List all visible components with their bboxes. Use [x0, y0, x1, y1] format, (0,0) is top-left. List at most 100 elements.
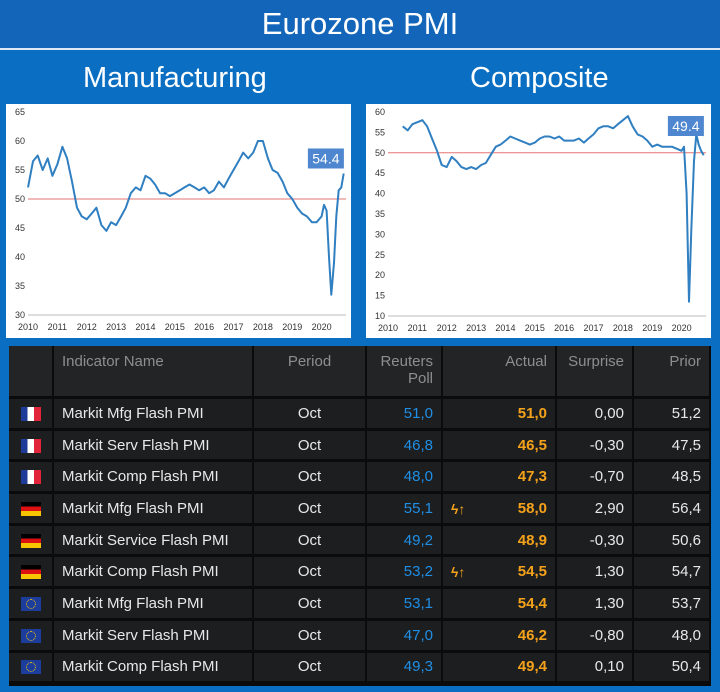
- x-tick-label: 2020: [672, 323, 692, 333]
- eu-flag-icon: [20, 660, 41, 675]
- reuters-poll: 46,8: [367, 430, 443, 463]
- france-flag-icon: [20, 470, 41, 485]
- actual: 54,5: [517, 563, 547, 581]
- period: Oct: [254, 589, 367, 621]
- manufacturing-chart-svg: 30 35 40 45 50 55 60 65 2010 2011 2012 2013 2014 2015…: [15, 107, 346, 332]
- table-row[interactable]: Markit Mfg Flash PMI Oct 51,0 51,0 0,00 …: [9, 399, 711, 431]
- table-row[interactable]: Markit Mfg Flash PMI Oct 55,1 ϟ↑ 58,0 2,9…: [9, 494, 711, 526]
- y-tick-label: 60: [375, 107, 385, 117]
- header-prior[interactable]: Prior: [634, 346, 711, 399]
- prior: 50,6: [634, 525, 711, 558]
- x-tick-label: 2018: [613, 323, 633, 333]
- period: Oct: [254, 430, 367, 463]
- actual: 49,4: [443, 652, 557, 685]
- indicator-name: Markit Service Flash PMI: [54, 525, 254, 558]
- prior: 56,4: [634, 494, 711, 526]
- manufacturing-title: Manufacturing: [83, 62, 267, 94]
- germany-flag-icon: [20, 565, 41, 580]
- header-indicator-name[interactable]: Indicator Name: [54, 346, 254, 399]
- indicator-name: Markit Mfg Flash PMI: [54, 399, 254, 431]
- x-tick-label: 2018: [253, 322, 273, 332]
- manufacturing-chart: 30 35 40 45 50 55 60 65 2010 2011 2012 2013 2014 2015…: [6, 104, 351, 338]
- table-row[interactable]: Markit Comp Flash PMI Oct 48,0 47,3 -0,7…: [9, 462, 711, 495]
- header-poll-line2: Poll: [407, 370, 433, 387]
- surprise: -0,30: [557, 430, 634, 463]
- actual: 48,9: [443, 525, 557, 558]
- table-row[interactable]: Markit Serv Flash PMI Oct 47,0 46,2 -0,8…: [9, 620, 711, 653]
- actual: 46,2: [443, 620, 557, 653]
- y-tick-label: 55: [15, 165, 25, 175]
- page-title: Eurozone PMI: [261, 6, 459, 41]
- table-row[interactable]: Markit Comp Flash PMI Oct 49,3 49,4 0,10…: [9, 652, 711, 685]
- prior: 51,2: [634, 399, 711, 431]
- period: Oct: [254, 462, 367, 495]
- y-tick-label: 65: [15, 107, 25, 117]
- period: Oct: [254, 494, 367, 526]
- x-tick-label: 2013: [466, 323, 486, 333]
- series-line: [402, 115, 705, 303]
- table-row[interactable]: Markit Service Flash PMI Oct 49,2 48,9 -…: [9, 525, 711, 558]
- y-tick-label: 10: [375, 311, 385, 321]
- header-period[interactable]: Period: [254, 346, 367, 399]
- surprise: 0,10: [557, 652, 634, 685]
- x-tick-label: 2013: [106, 322, 126, 332]
- chart-subtitles: Manufacturing Composite: [0, 52, 720, 104]
- y-tick-label: 35: [15, 281, 25, 291]
- reuters-poll: 53,2: [367, 557, 443, 590]
- reuters-poll: 53,1: [367, 589, 443, 621]
- annotation-box: [307, 148, 344, 169]
- prior: 48,0: [634, 620, 711, 653]
- annotation-label: 49.4: [672, 118, 699, 134]
- x-tick-label: 2017: [584, 323, 604, 333]
- prior: 50,4: [634, 652, 711, 685]
- surprise: 1,30: [557, 589, 634, 621]
- y-tick-label: 40: [375, 189, 385, 199]
- x-tick-label: 2019: [642, 323, 662, 333]
- header-actual[interactable]: Actual: [443, 346, 557, 399]
- x-tick-label: 2019: [282, 322, 302, 332]
- period: Oct: [254, 399, 367, 431]
- indicator-name: Markit Serv Flash PMI: [54, 430, 254, 463]
- indicator-name: Markit Comp Flash PMI: [54, 557, 254, 590]
- x-tick-label: 2016: [554, 323, 574, 333]
- eu-flag-icon: [20, 628, 41, 643]
- composite-chart: 10 15 20 25 30 35 40 45 50 55 60 2010 2011 2012 2013 20…: [366, 104, 711, 338]
- table-row[interactable]: Markit Serv Flash PMI Oct 46,8 46,5 -0,3…: [9, 430, 711, 463]
- y-tick-label: 20: [375, 270, 385, 280]
- prior: 54,7: [634, 557, 711, 590]
- france-flag-icon: [20, 406, 41, 421]
- x-tick-label: 2016: [194, 322, 214, 332]
- y-tick-label: 30: [375, 229, 385, 239]
- prior: 47,5: [634, 430, 711, 463]
- y-tick-label: 50: [15, 194, 25, 204]
- actual: 46,5: [443, 430, 557, 463]
- y-tick-label: 15: [375, 291, 385, 301]
- surprise: 2,90: [557, 494, 634, 526]
- header-surprise[interactable]: Surprise: [557, 346, 634, 399]
- pmi-table: Indicator Name Period Reuters Poll Actua…: [9, 346, 711, 686]
- indicator-name: Markit Comp Flash PMI: [54, 652, 254, 685]
- y-tick-label: 25: [375, 250, 385, 260]
- actual: 58,0: [517, 499, 547, 517]
- period: Oct: [254, 652, 367, 685]
- table-row[interactable]: Markit Comp Flash PMI Oct 53,2 ϟ↑ 54,5 1,…: [9, 557, 711, 590]
- y-tick-label: 45: [375, 168, 385, 178]
- eu-flag-icon: [20, 597, 41, 611]
- x-tick-label: 2011: [408, 323, 427, 333]
- x-tick-label: 2014: [495, 323, 515, 333]
- table-header-row: Indicator Name Period Reuters Poll Actua…: [9, 346, 711, 399]
- x-tick-label: 2020: [312, 322, 332, 332]
- period: Oct: [254, 525, 367, 558]
- actual: 54,4: [443, 589, 557, 621]
- actual: 47,3: [443, 462, 557, 495]
- indicator-name: Markit Serv Flash PMI: [54, 620, 254, 653]
- prior: 48,5: [634, 462, 711, 495]
- lightning-up-icon: ϟ↑: [451, 564, 466, 581]
- x-tick-label: 2014: [135, 322, 155, 332]
- germany-flag-icon: [20, 533, 41, 548]
- x-tick-label: 2010: [18, 322, 38, 332]
- table-row[interactable]: Markit Mfg Flash PMI Oct 53,1 54,4 1,30 …: [9, 589, 711, 621]
- y-tick-label: 50: [375, 148, 385, 158]
- header-reuters-poll[interactable]: Reuters Poll: [367, 346, 443, 399]
- lightning-up-icon: ϟ↑: [451, 501, 466, 518]
